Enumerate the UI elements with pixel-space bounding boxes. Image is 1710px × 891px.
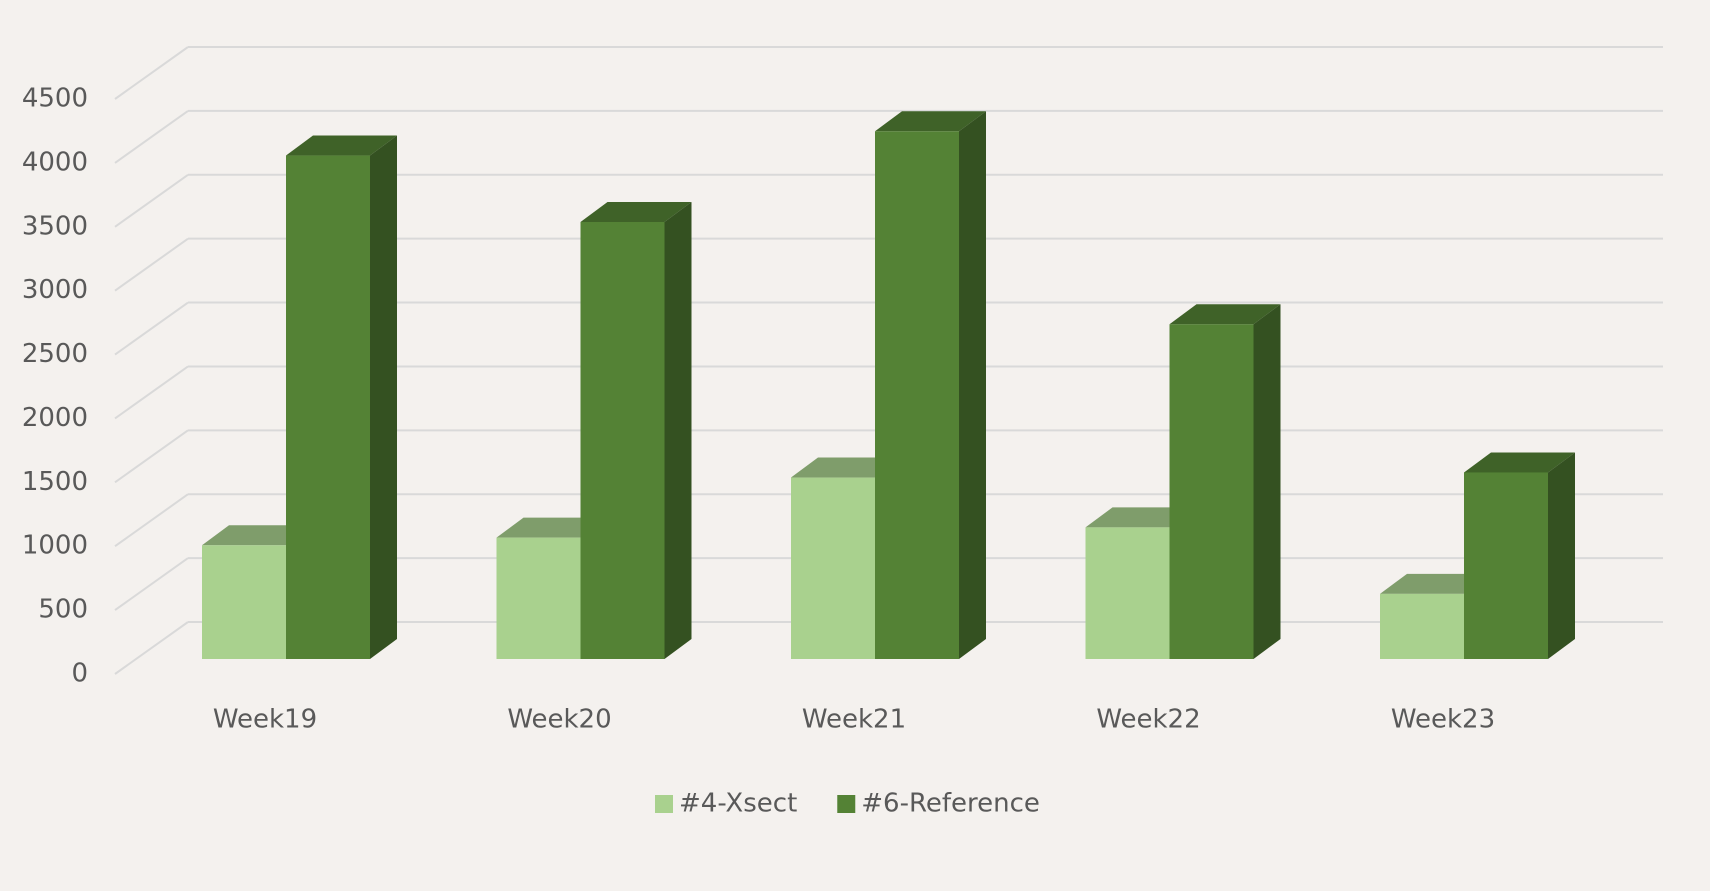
bar-side bbox=[1548, 452, 1575, 659]
grid-line bbox=[114, 493, 189, 548]
bar-top bbox=[580, 202, 692, 222]
bar-top bbox=[1464, 452, 1575, 473]
bar bbox=[1464, 472, 1548, 659]
bar-side bbox=[370, 135, 397, 660]
y-tick-label: 1500 bbox=[22, 467, 88, 497]
grid-line bbox=[114, 110, 189, 164]
y-tick-label: 3500 bbox=[22, 211, 88, 241]
grid-line bbox=[114, 46, 189, 100]
bar-side bbox=[959, 111, 986, 660]
y-tick-label: 2500 bbox=[22, 339, 88, 369]
legend-swatch bbox=[837, 795, 856, 813]
grid-line bbox=[114, 173, 189, 228]
bar bbox=[791, 477, 875, 659]
grid-line bbox=[114, 557, 189, 611]
y-tick-label: 0 bbox=[71, 659, 88, 689]
x-tick-label: Week20 bbox=[507, 705, 611, 735]
bar bbox=[496, 537, 581, 659]
bar bbox=[286, 155, 370, 660]
grid-line bbox=[114, 429, 189, 484]
bar bbox=[202, 545, 286, 659]
bar-top bbox=[496, 517, 608, 538]
x-tick-label: Week21 bbox=[802, 705, 906, 735]
y-tick-label: 4000 bbox=[22, 147, 88, 177]
bar bbox=[875, 131, 959, 659]
grid-line bbox=[114, 301, 189, 356]
legend-label: #6-Reference bbox=[861, 789, 1040, 819]
bar bbox=[1380, 593, 1464, 659]
legend-swatch bbox=[655, 795, 673, 813]
bar-top bbox=[1380, 573, 1491, 594]
grid-line bbox=[114, 237, 189, 292]
x-tick-label: Week19 bbox=[213, 705, 317, 735]
bar-side bbox=[664, 202, 692, 659]
y-tick-label: 4500 bbox=[22, 84, 88, 114]
y-tick-label: 2000 bbox=[22, 403, 88, 433]
y-tick-label: 3000 bbox=[22, 275, 88, 305]
bar-top bbox=[202, 525, 313, 546]
bar bbox=[1169, 324, 1254, 659]
x-tick-label: Week23 bbox=[1391, 705, 1495, 735]
bar bbox=[580, 222, 665, 659]
bar bbox=[1085, 527, 1170, 659]
legend-label: #4-Xsect bbox=[679, 789, 797, 819]
bar-top bbox=[791, 457, 902, 478]
x-tick-label: Week22 bbox=[1096, 705, 1200, 735]
bar-top bbox=[286, 135, 397, 156]
bar-top bbox=[875, 111, 986, 132]
bar-top bbox=[1169, 304, 1281, 325]
grid-line bbox=[114, 365, 189, 420]
bar-side bbox=[1253, 304, 1281, 659]
y-tick-label: 1000 bbox=[22, 531, 88, 561]
bar-top bbox=[1085, 507, 1197, 528]
y-tick-label: 500 bbox=[38, 595, 88, 625]
grid-line bbox=[114, 621, 189, 675]
